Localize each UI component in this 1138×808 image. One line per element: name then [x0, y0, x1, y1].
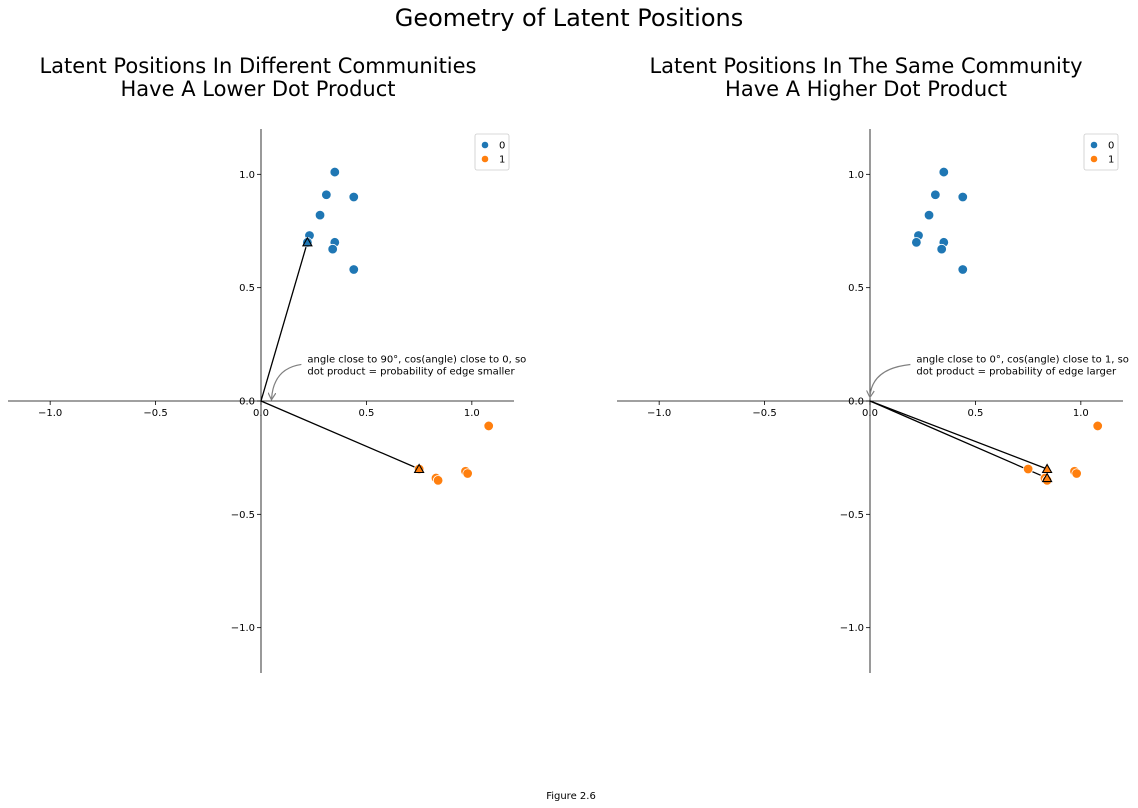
latent-vector: [260, 242, 309, 402]
x-tick-label: −0.5: [143, 408, 167, 419]
point-series-0: [348, 264, 359, 275]
x-tick-label: −1.0: [647, 408, 671, 419]
legend-label: 1: [499, 155, 505, 166]
x-tick-label: −0.5: [752, 408, 776, 419]
point-series-0: [923, 209, 935, 221]
point-series-0: [957, 191, 968, 203]
y-tick-label: −1.0: [231, 623, 255, 634]
point-series-0: [314, 209, 326, 221]
x-tick-label: −1.0: [38, 408, 62, 419]
y-tick-label: 0.5: [239, 283, 255, 294]
point-series-0: [329, 166, 340, 178]
x-tick-label: 0.0: [253, 408, 269, 419]
latent-vector: [869, 400, 1048, 470]
panel-title-line: Have A Higher Dot Product: [725, 77, 1007, 101]
annotation-arrow: [272, 363, 302, 398]
y-tick-label: 1.0: [848, 170, 864, 181]
point-series-0: [327, 243, 338, 255]
figure-title: Geometry of Latent Positions: [395, 4, 744, 32]
point-series-0: [321, 189, 332, 200]
legend-marker: [1090, 155, 1098, 163]
legend-label: 0: [499, 141, 505, 152]
x-tick-label: 0.0: [862, 408, 878, 419]
annotation-text: angle close to 0°, cos(angle) close to 1…: [916, 354, 1129, 365]
point-series-1: [462, 468, 473, 479]
point-series-1: [1071, 468, 1082, 479]
annotation-text: dot product = probability of edge larger: [916, 366, 1117, 377]
point-series-1: [1092, 420, 1103, 432]
latent-vector: [869, 400, 1048, 479]
point-series-0: [930, 189, 941, 200]
vector-end-marker: [1041, 463, 1053, 474]
panel-title-line: Have A Lower Dot Product: [121, 77, 396, 101]
y-tick-label: −1.0: [840, 623, 864, 634]
x-tick-label: 0.5: [358, 408, 374, 419]
annotation-text: dot product = probability of edge smalle…: [307, 366, 515, 377]
annotation-text: angle close to 90°, cos(angle) close to …: [307, 354, 526, 365]
x-tick-label: 1.0: [464, 408, 480, 419]
x-tick-label: 1.0: [1073, 408, 1089, 419]
point-series-0: [911, 237, 922, 248]
legend-marker: [481, 155, 489, 163]
vector-end-marker: [1041, 472, 1053, 483]
y-tick-label: 0.0: [239, 397, 255, 408]
figure-caption: Figure 2.6: [546, 791, 596, 802]
legend-marker: [1090, 141, 1098, 149]
point-series-1: [483, 420, 494, 432]
point-series-0: [938, 166, 949, 178]
point-series-1: [432, 475, 444, 486]
point-series-0: [936, 243, 947, 255]
panel-same-community: Latent Positions In The Same CommunityHa…: [617, 54, 1129, 673]
y-tick-label: 1.0: [239, 170, 255, 181]
panel-title-line: Latent Positions In The Same Community: [649, 54, 1082, 78]
point-series-0: [957, 264, 968, 275]
latent-vector: [260, 400, 420, 470]
legend-label: 1: [1108, 155, 1114, 166]
legend-marker: [481, 141, 489, 149]
y-tick-label: 0.0: [848, 397, 864, 408]
y-tick-label: −0.5: [231, 510, 255, 521]
annotation-arrow: [870, 363, 911, 396]
y-tick-label: 0.5: [848, 283, 864, 294]
vector-end-marker: [301, 236, 313, 247]
x-tick-label: 0.5: [967, 408, 983, 419]
vector-end-marker: [413, 463, 425, 474]
panel-different-communities: Latent Positions In Different Communitie…: [8, 54, 526, 673]
point-series-1: [1022, 463, 1034, 475]
panel-title-line: Latent Positions In Different Communitie…: [39, 54, 476, 78]
legend-label: 0: [1108, 141, 1114, 152]
y-tick-label: −0.5: [840, 510, 864, 521]
point-series-0: [348, 191, 359, 203]
